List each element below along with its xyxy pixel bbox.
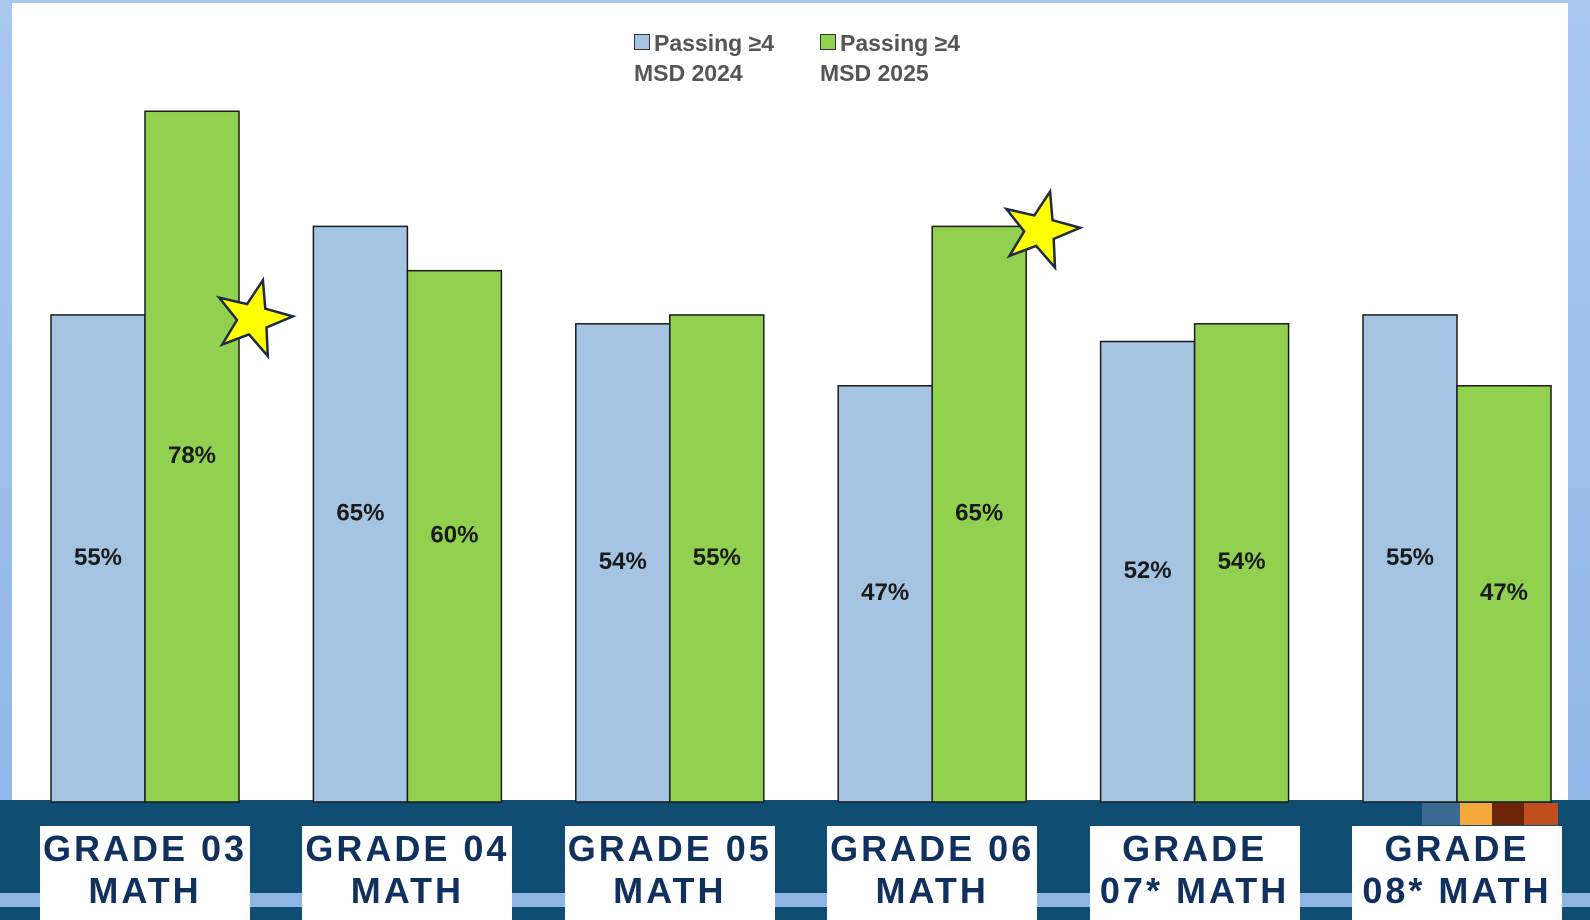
legend-entry: Passing ≥4 MSD 2025 (820, 28, 970, 88)
deco (1492, 803, 1524, 825)
data-label: 65% (336, 500, 384, 527)
data-label: 55% (693, 544, 741, 571)
deco (1460, 803, 1492, 825)
bar (1456, 385, 1552, 803)
plot-area (12, 3, 1568, 803)
x-tick-label: GRADE 04 MATH (302, 826, 513, 920)
data-label: 47% (861, 579, 909, 606)
data-label: 54% (599, 548, 647, 575)
deco (1422, 803, 1460, 825)
data-label: 47% (1480, 579, 1528, 606)
x-tick-label: GRADE 05 MATH (564, 826, 775, 920)
bar (50, 314, 146, 803)
bar (144, 110, 240, 803)
data-label: 54% (1218, 548, 1266, 575)
bar (1099, 340, 1196, 803)
legend-label: Passing ≥4 MSD 2024 (634, 30, 775, 86)
bar (1362, 314, 1458, 803)
data-label: 55% (74, 544, 122, 571)
bar (837, 385, 933, 803)
star (215, 276, 297, 360)
legend-swatch (634, 34, 650, 50)
x-tick-label: GRADE 06 MATH (827, 826, 1038, 920)
bar (406, 269, 503, 803)
star (1003, 187, 1084, 272)
data-label: 60% (430, 522, 478, 549)
x-tick-label: GRADE 07* MATH (1089, 826, 1300, 920)
bar (575, 323, 671, 803)
deco (1524, 803, 1558, 825)
x-tick-label: GRADE 03 MATH (40, 826, 250, 920)
bars: 55% 78% 65% 60% 54% 55% 47% 65% 52% 54% 55% 47% (50, 110, 1552, 803)
data-label: 52% (1124, 557, 1172, 584)
data-label: 65% (955, 500, 1003, 527)
x-tick-label: GRADE 08* MATH (1352, 826, 1562, 920)
legend-entry: Passing ≥4 MSD 2024 (634, 28, 784, 88)
legend-label: Passing ≥4 MSD 2025 (820, 30, 961, 86)
bar (669, 314, 765, 803)
data-label: 55% (1386, 544, 1434, 571)
bar (931, 225, 1027, 803)
bar (1193, 323, 1290, 803)
legend-swatch (820, 34, 836, 50)
data-label: 78% (168, 442, 216, 469)
